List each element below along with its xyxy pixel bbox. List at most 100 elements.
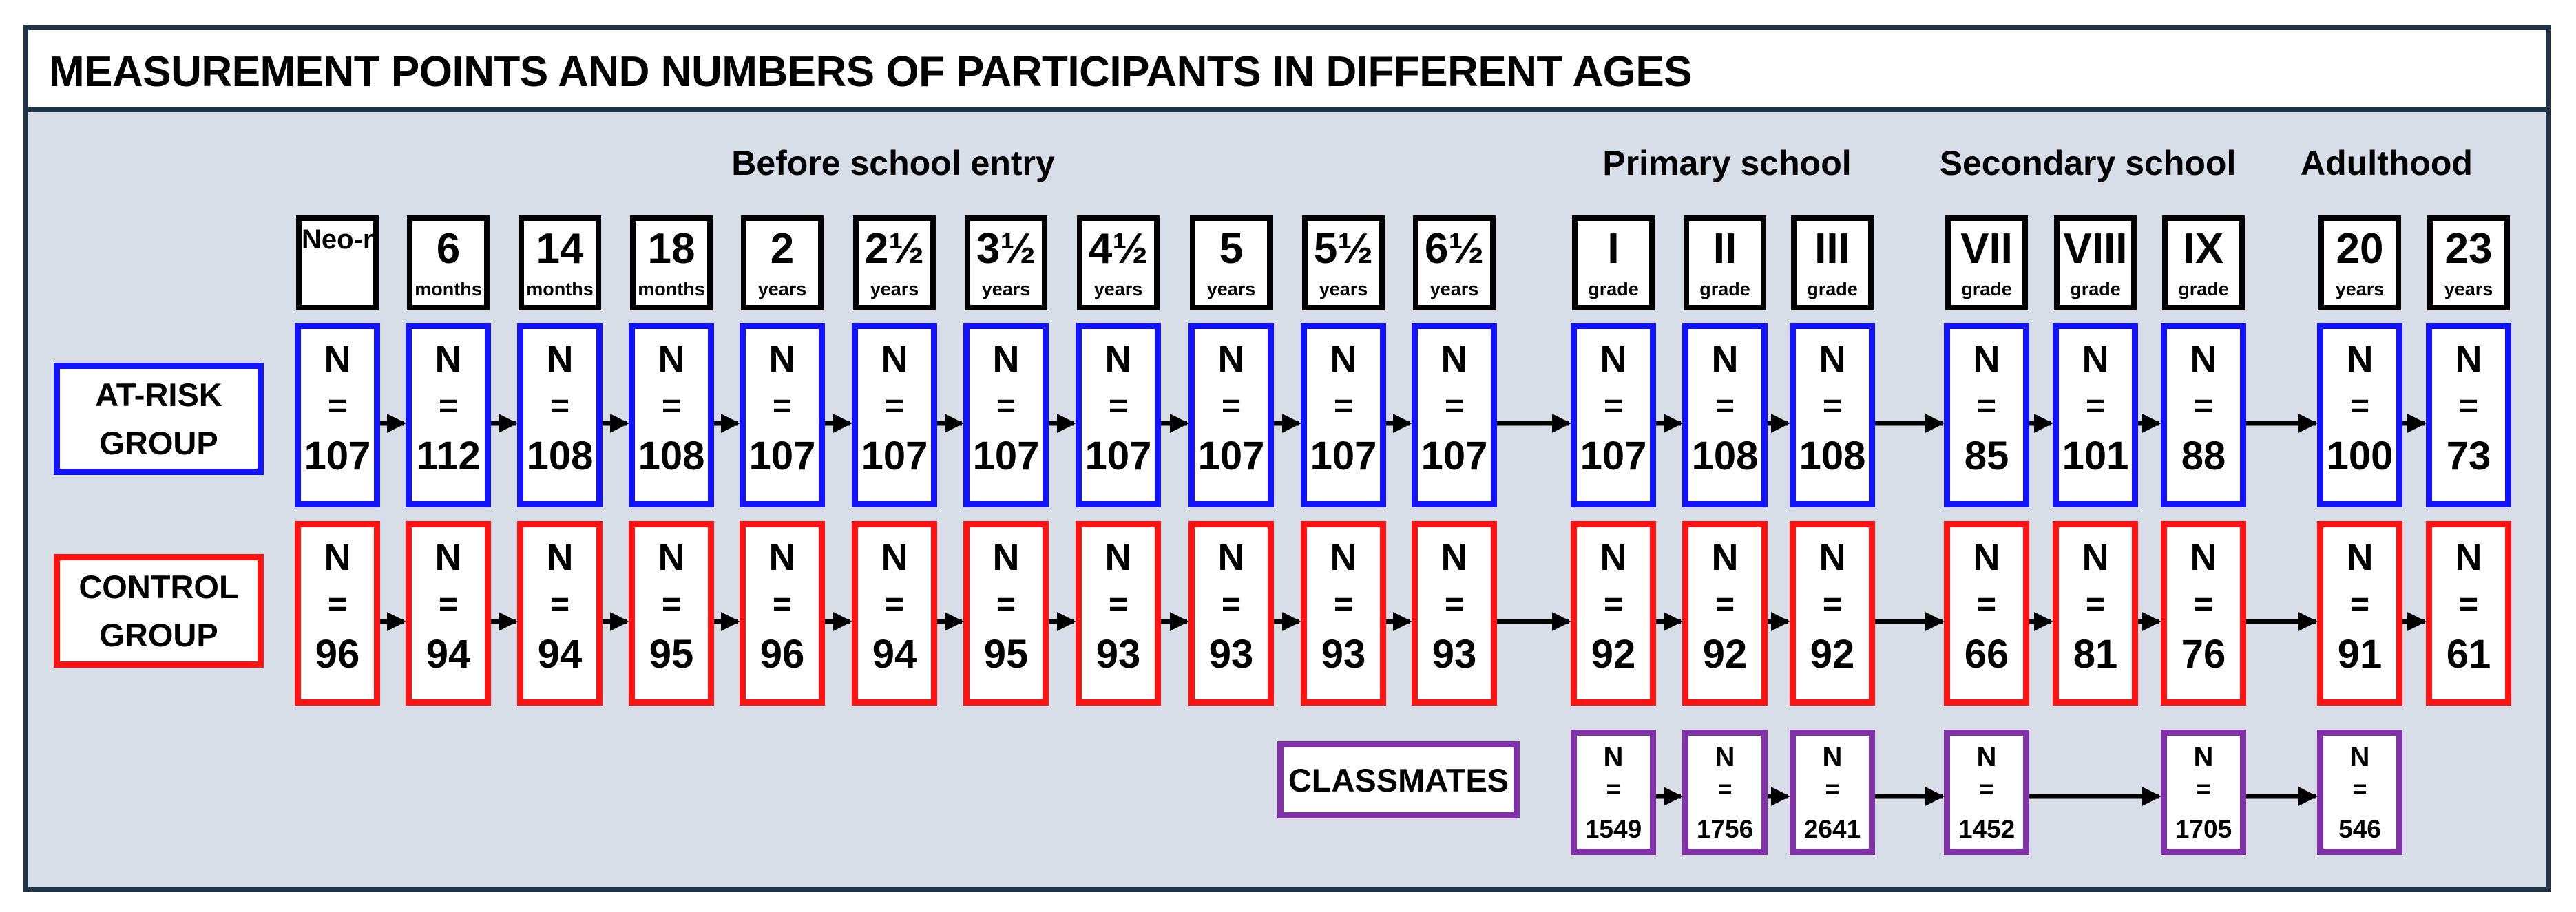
timepoint-label: IX	[2183, 225, 2224, 273]
participant-count: 94	[426, 632, 471, 677]
control-count-box: N = 66	[1944, 521, 2029, 706]
equals-symbol: =	[1606, 774, 1621, 803]
participant-count: 107	[1085, 434, 1152, 478]
equals-symbol: =	[1444, 388, 1465, 425]
classmates-count: 546	[2338, 815, 2381, 843]
timepoint-unit: years	[981, 279, 1031, 299]
participant-count: 92	[1591, 632, 1636, 677]
control-group-label: CONTROL GROUP	[54, 554, 264, 668]
title-bar: MEASUREMENT POINTS AND NUMBERS OF PARTIC…	[28, 30, 2546, 112]
participant-count: 61	[2446, 632, 2491, 677]
timepoint-header: VII grade	[1945, 215, 2028, 310]
section-secondary-school: Secondary school	[1939, 144, 2237, 182]
participant-count: 107	[1421, 434, 1488, 478]
n-symbol: N	[1217, 339, 1245, 380]
participant-count: 112	[416, 434, 481, 478]
classmates-label: CLASSMATES	[1277, 741, 1520, 818]
at-risk-count-box: N = 107	[1076, 323, 1161, 507]
timepoint-unit: months	[638, 279, 705, 299]
equals-symbol: =	[1444, 586, 1465, 623]
classmates-count: 1756	[1696, 815, 1754, 843]
classmates-count-box: N = 1452	[1944, 730, 2029, 855]
equals-symbol: =	[2196, 774, 2211, 803]
control-count-box: N = 92	[1790, 521, 1875, 706]
equals-symbol: =	[1715, 586, 1735, 623]
n-symbol: N	[2193, 742, 2214, 772]
control-count-box: N = 94	[406, 521, 491, 706]
n-symbol: N	[2190, 339, 2217, 380]
timepoint-label: 4½	[1088, 225, 1149, 273]
participant-count: 96	[315, 632, 360, 677]
timepoint-unit: years	[1430, 279, 1479, 299]
n-symbol: N	[324, 339, 351, 380]
participant-count: 95	[649, 632, 694, 677]
timepoint-label: I	[1607, 225, 1620, 273]
equals-symbol: =	[884, 388, 905, 425]
control-count-box: N = 96	[740, 521, 825, 706]
participant-count: 93	[1321, 632, 1366, 677]
participant-count: 107	[1310, 434, 1377, 478]
timepoint-unit: years	[870, 279, 919, 299]
control-count-box: N = 81	[2053, 521, 2138, 706]
n-symbol: N	[1976, 742, 1997, 772]
at-risk-count-box: N = 107	[1301, 323, 1386, 507]
participant-count: 93	[1432, 632, 1477, 677]
equals-symbol: =	[1822, 388, 1843, 425]
participant-count: 76	[2181, 632, 2226, 677]
timepoint-unit: years	[2444, 279, 2493, 299]
equals-symbol: =	[772, 586, 793, 623]
equals-symbol: =	[2193, 586, 2214, 623]
at-risk-count-box: N = 112	[406, 323, 491, 507]
at-risk-count-box: N = 107	[1571, 323, 1656, 507]
control-group-text: CONTROL GROUP	[78, 568, 239, 653]
n-symbol: N	[1711, 339, 1739, 380]
n-symbol: N	[992, 537, 1020, 578]
control-count-box: N = 91	[2317, 521, 2402, 706]
control-count-box: N = 94	[852, 521, 937, 706]
classmates-count: 1549	[1584, 815, 1642, 843]
timepoint-label: 3½	[976, 225, 1036, 273]
at-risk-count-box: N = 107	[740, 323, 825, 507]
section-primary-school: Primary school	[1602, 144, 1852, 182]
participant-count: 100	[2326, 434, 2394, 478]
timepoint-header: 14 months	[519, 215, 601, 310]
n-symbol: N	[1603, 742, 1624, 772]
n-symbol: N	[2082, 339, 2109, 380]
classmates-count-box: N = 1549	[1571, 730, 1656, 855]
n-symbol: N	[1600, 339, 1627, 380]
participant-count: 73	[2446, 434, 2491, 478]
n-symbol: N	[2455, 339, 2482, 380]
equals-symbol: =	[1221, 388, 1242, 425]
at-risk-count-box: N = 107	[1188, 323, 1274, 507]
n-symbol: N	[434, 537, 462, 578]
timepoint-header: Neo-natal	[296, 215, 379, 310]
timepoint-header: 3½ years	[965, 215, 1047, 310]
classmates-count-box: N = 1705	[2161, 730, 2246, 855]
timepoint-unit: years	[1206, 279, 1256, 299]
participant-count: 107	[304, 434, 371, 478]
at-risk-count-box: N = 107	[295, 323, 380, 507]
n-symbol: N	[546, 537, 574, 578]
classmates-count: 1705	[2175, 815, 2232, 843]
timepoint-unit: months	[415, 279, 482, 299]
n-symbol: N	[2349, 742, 2370, 772]
n-symbol: N	[768, 339, 796, 380]
timepoint-header: VIII grade	[2054, 215, 2137, 310]
timepoint-unit: grade	[1699, 279, 1750, 299]
at-risk-count-box: N = 107	[963, 323, 1049, 507]
timepoint-header: 5 years	[1190, 215, 1273, 310]
n-symbol: N	[1711, 537, 1739, 578]
n-symbol: N	[1104, 537, 1132, 578]
classmates-count-box: N = 2641	[1790, 730, 1875, 855]
n-symbol: N	[1973, 537, 2000, 578]
timepoint-header: 18 months	[630, 215, 713, 310]
equals-symbol: =	[1976, 586, 1997, 623]
timepoint-header: 5½ years	[1302, 215, 1385, 310]
n-symbol: N	[1822, 742, 1843, 772]
timepoint-label: VII	[1960, 225, 2013, 273]
equals-symbol: =	[996, 388, 1016, 425]
timepoint-header: 4½ years	[1077, 215, 1160, 310]
timepoint-header: III grade	[1791, 215, 1874, 310]
n-symbol: N	[2346, 339, 2374, 380]
